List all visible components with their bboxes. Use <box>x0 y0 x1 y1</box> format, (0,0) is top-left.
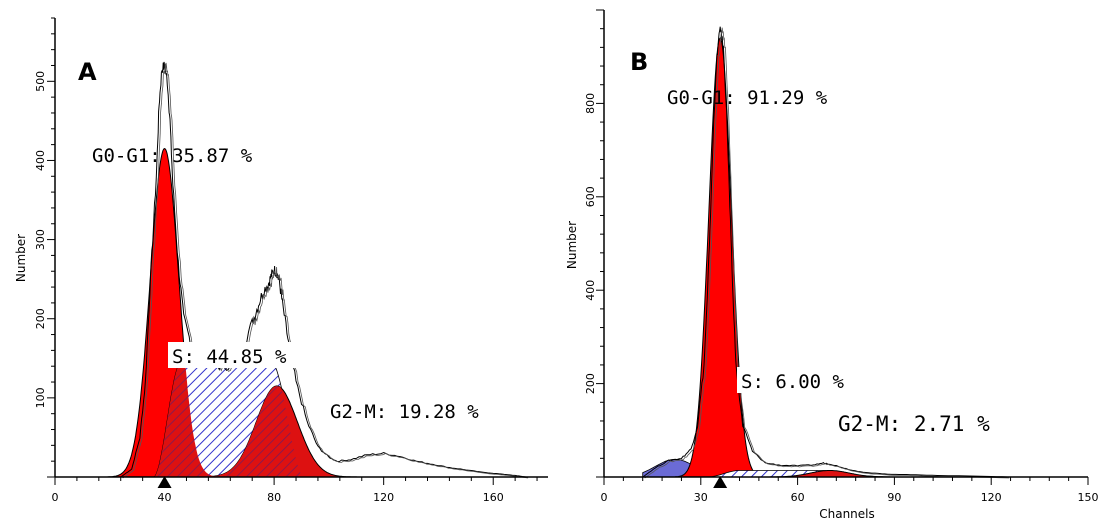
panel-a-y-tick-label: 500 <box>34 71 47 92</box>
panel-b-x-tick-label: 0 <box>601 491 608 504</box>
panel-b-x-tick-label: 60 <box>791 491 805 504</box>
panel-b-gate-marker <box>713 476 728 488</box>
panel-a-x-tick-label: 40 <box>158 491 172 504</box>
panel-b-x-tick-label: 120 <box>981 491 1002 504</box>
panel-a-y-tick-label: 300 <box>34 229 47 250</box>
panel-b-x-tick-label: 30 <box>694 491 708 504</box>
panel-b-y-tick-label: 800 <box>584 93 597 114</box>
panel-a-x-tick-label: 0 <box>52 491 59 504</box>
panel-b-y-tick-label: 600 <box>584 186 597 207</box>
panel-a-y-ticks: 100 200 300 400 500 <box>34 17 55 478</box>
panel-a-histogram-trace <box>122 62 529 479</box>
panel-a-g0g1-label: G0-G1: 35.87 % <box>92 145 253 167</box>
panel-b-y-tick-label: 200 <box>584 373 597 394</box>
panel-b-histogram-line <box>642 26 1008 478</box>
panel-a-plot-area <box>107 61 529 488</box>
panel-a-x-ticks: 0 40 80 120 160 <box>52 477 538 504</box>
panel-a-x-tick-label: 80 <box>267 491 281 504</box>
panel-b-s-label-box <box>737 367 857 393</box>
panel-a-x-tick-label: 120 <box>373 491 394 504</box>
panel-b-y-tick-label: 400 <box>584 280 597 301</box>
panel-b-x-tick-label: 150 <box>1078 491 1099 504</box>
panel-a-x-tick-label: 160 <box>483 491 504 504</box>
panel-b-x-tick-label: 90 <box>887 491 901 504</box>
panel-b-g2m-label: G2-M: 2.71 % <box>838 412 990 436</box>
panel-b-letter: B <box>630 48 648 76</box>
panel-b-x-ticks: 0 30 60 90 120 150 <box>601 477 1099 504</box>
panel-a-letter: A <box>78 58 97 86</box>
panel-a-s-label-box <box>168 342 298 368</box>
panel-b-x-axis-label: Channels <box>819 507 875 519</box>
panel-a-y-tick-label: 100 <box>34 387 47 408</box>
panel-a-s-overlap-area <box>153 362 305 477</box>
panel-a-y-axis-label: Number <box>14 234 28 282</box>
panel-a-y-tick-label: 400 <box>34 150 47 171</box>
panel-b: 200 400 600 800 0 30 60 90 120 150 B Number Chan… <box>565 9 1099 519</box>
panel-a-y-tick-label: 200 <box>34 308 47 329</box>
panel-a-axes: 100 200 300 400 500 0 40 80 120 160 <box>34 17 548 504</box>
panel-b-y-ticks: 200 400 600 800 <box>584 9 604 478</box>
panel-a-g2m-label: G2-M: 19.28 % <box>330 401 479 423</box>
panel-a-s-label: S: 44.85 % <box>172 346 287 368</box>
panel-b-axes: 200 400 600 800 0 30 60 90 120 150 <box>584 9 1099 504</box>
panel-b-y-axis-label: Number <box>565 221 579 269</box>
panel-a: 100 200 300 400 500 0 40 80 120 160 A Number G0-… <box>14 17 548 504</box>
panel-b-s-label: S: 6.00 % <box>741 371 845 393</box>
panel-b-g0g1-label: G0-G1: 91.29 % <box>667 87 828 109</box>
